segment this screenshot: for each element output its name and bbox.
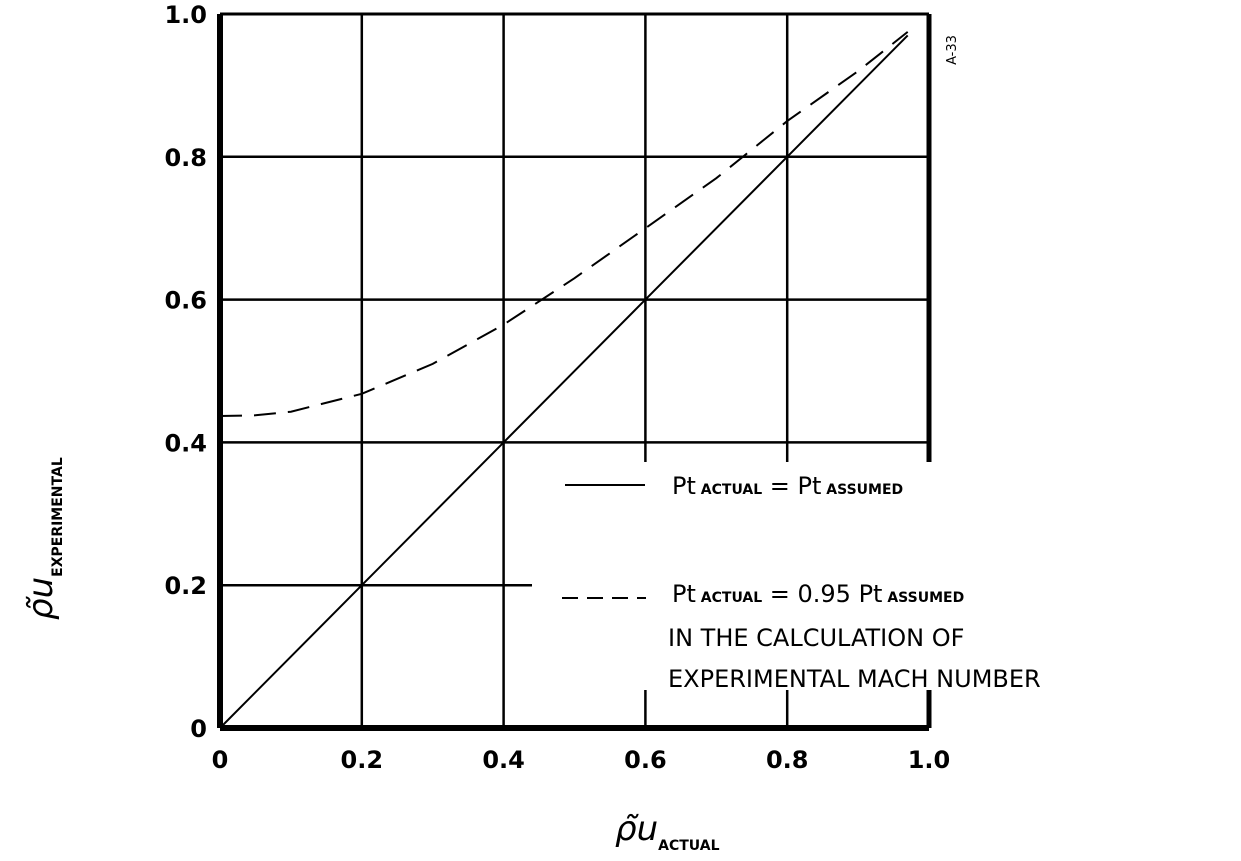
series-line-solid <box>219 34 909 729</box>
x-axis-label-subscript: ACTUAL <box>658 838 719 854</box>
y-tick-label: 1.0 <box>164 1 207 29</box>
y-axis-label: ρ̃uEXPERIMENTAL <box>21 457 66 620</box>
x-tick-label: 0.4 <box>482 746 525 774</box>
legend-label-dashed-line2: IN THE CALCULATION OF <box>668 624 964 652</box>
legend-background <box>532 462 1237 690</box>
x-axis-label: ρ̃uACTUAL <box>615 809 720 854</box>
y-tick-label: 0.4 <box>164 429 207 457</box>
legend-text-run: ACTUAL <box>696 482 762 498</box>
x-tick-label: 0.8 <box>766 746 809 774</box>
data-point <box>857 70 859 72</box>
y-axis-label-symbol: ρ̃u <box>21 577 61 620</box>
legend-text-run: t <box>686 472 695 500</box>
legend-text-run: ASSUMED <box>821 482 903 498</box>
y-tick-label: 0.6 <box>164 287 207 315</box>
legend-label-dashed-line3: EXPERIMENTAL MACH NUMBER <box>668 665 1041 693</box>
y-tick-label: 0.8 <box>164 144 207 172</box>
x-tick-label: 1.0 <box>908 746 951 774</box>
legend-text-run: t <box>812 472 821 500</box>
legend-text-run: ASSUMED <box>882 590 964 606</box>
legend-text-run: = 0.95 P <box>762 580 873 608</box>
plot-series <box>219 31 909 729</box>
legend-text-run: P <box>672 580 686 608</box>
legend-text-run: P <box>672 472 686 500</box>
figure-id: A-33 <box>945 35 960 65</box>
legend-label-dashed: Pt ACTUAL = 0.95 Pt ASSUMED <box>672 580 964 608</box>
y-axis-label-subscript: EXPERIMENTAL <box>50 457 66 577</box>
legend-text-run: = P <box>762 472 812 500</box>
series-line-dashed <box>219 31 909 417</box>
tick-labels: 0 0.2 0.4 0.6 0.8 1.0 0 0.2 0.4 0.6 0.8 1.0 A-33 <box>164 1 960 774</box>
y-tick-label: 0.2 <box>164 572 207 600</box>
legend-text-run: t <box>686 580 695 608</box>
x-axis-label-symbol: ρ̃u <box>615 809 658 849</box>
x-tick-label: 0 <box>212 746 229 774</box>
legend-text-run: t <box>873 580 882 608</box>
legend-text-run: ACTUAL <box>696 590 762 606</box>
x-tick-label: 0.6 <box>624 746 667 774</box>
legend-label-solid: Pt ACTUAL = Pt ASSUMED <box>672 472 903 500</box>
y-tick-label: 0 <box>190 715 207 743</box>
x-tick-label: 0.2 <box>341 746 384 774</box>
